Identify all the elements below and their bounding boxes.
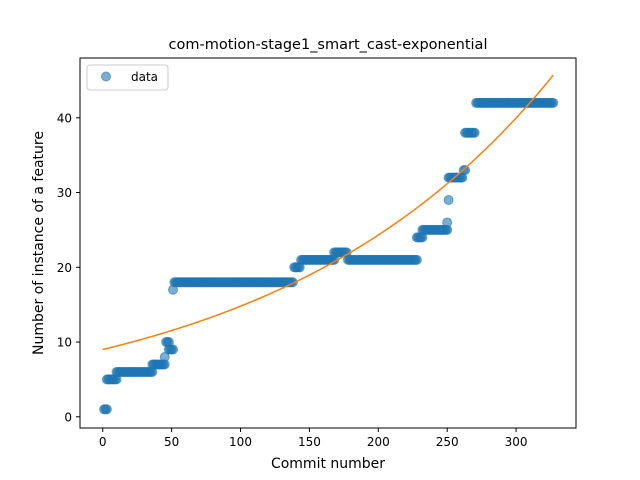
scatter-point-281 [469,127,480,138]
chart-title: com-motion-stage1_smart_cast-exponential [169,37,488,53]
y-tick-label: 20 [57,261,72,275]
axes-frame [79,57,577,429]
scatter-point-259 [442,217,453,228]
scatter-point-260 [443,195,454,206]
y-axis: 0 10 20 30 40 [57,111,80,424]
y-axis-label: Number of instance of a feature [31,131,47,355]
x-tick-label: 300 [505,435,528,449]
scatter-point-234 [411,254,422,265]
legend: data [86,64,169,91]
plot-area [99,74,559,415]
y-tick-label: 30 [57,186,72,200]
x-tick-label: 250 [436,435,459,449]
x-tick-label: 150 [298,435,321,449]
legend-label-data: data [131,70,158,84]
legend-marker [101,71,111,82]
legend-box [86,64,169,91]
scatter-point-48 [159,351,170,362]
x-tick-label: 50 [164,435,179,449]
fit-line [102,74,554,351]
scatter-point-273 [460,165,471,176]
y-tick-label: 10 [57,336,72,350]
scatter-point-55 [168,344,178,355]
x-tick-label: 200 [367,435,390,449]
x-axis-label: Commit number [271,456,385,472]
x-tick-label: 100 [229,435,252,449]
y-tick-label: 40 [57,111,72,125]
scatter-point-338 [548,97,559,108]
scatter-series [99,97,559,415]
x-tick-label: 0 [99,435,107,449]
y-tick-label: 0 [64,410,72,424]
x-axis: 0 50 100 150 200 250 300 [99,428,528,449]
scatter-point-2 [101,404,112,415]
